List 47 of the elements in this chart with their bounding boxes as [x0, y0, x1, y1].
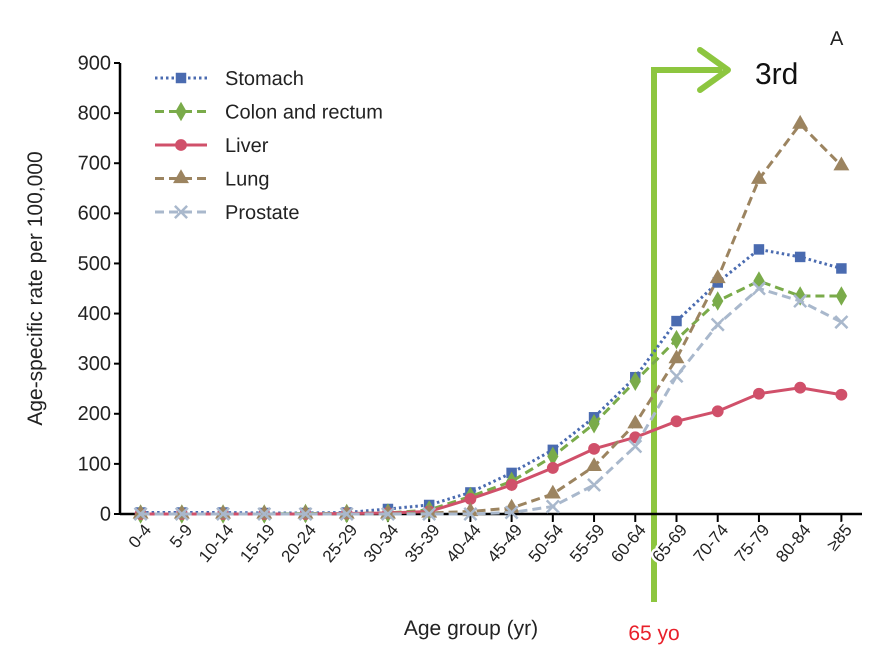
x-tick-label: 0-4 [124, 520, 156, 552]
text: 65 yo [628, 622, 680, 645]
point [754, 244, 764, 255]
point [628, 438, 643, 454]
y-axis-title: Age-specific rate per 100,000 [24, 151, 47, 426]
point [836, 263, 847, 274]
point [669, 368, 684, 384]
point [588, 442, 600, 455]
y-tick-label: 800 [78, 102, 111, 125]
legend-label: Liver [225, 135, 269, 157]
point [464, 493, 476, 505]
annotation: 3rd [755, 58, 798, 91]
point [710, 317, 726, 332]
point [586, 478, 602, 492]
legend-label: Colon and rectum [225, 102, 383, 124]
point [792, 294, 808, 308]
x-axis-title: Age group (yr) [404, 617, 538, 640]
y-tick-label: 600 [78, 202, 111, 225]
y-tick-label: 300 [78, 353, 111, 376]
point [712, 405, 724, 418]
point [794, 252, 806, 262]
y-tick-label: 200 [78, 403, 111, 426]
point [834, 314, 849, 330]
point [670, 415, 682, 428]
point [546, 462, 559, 474]
legend-label: Prostate [225, 202, 300, 224]
point [506, 479, 518, 491]
y-tick-label: 500 [78, 252, 111, 275]
point [752, 281, 766, 296]
y-tick-label: 700 [78, 152, 111, 175]
point [753, 388, 765, 400]
point [504, 505, 519, 520]
point [463, 506, 478, 522]
point [422, 506, 437, 522]
point [794, 382, 806, 394]
point [545, 499, 560, 514]
point [835, 388, 848, 401]
y-tick-label: 900 [78, 52, 111, 74]
y-tick-label: 400 [78, 302, 111, 325]
x-tick-label: ≥85 [823, 520, 856, 554]
chart-title: A [830, 28, 844, 50]
y-tick-label: 0 [100, 503, 111, 526]
legend-label: Lung [225, 168, 270, 190]
y-tick-label: 100 [78, 453, 111, 476]
legend-label: Stomach [225, 68, 304, 90]
x-tick-label: 5-9 [166, 520, 196, 552]
point [671, 316, 682, 326]
